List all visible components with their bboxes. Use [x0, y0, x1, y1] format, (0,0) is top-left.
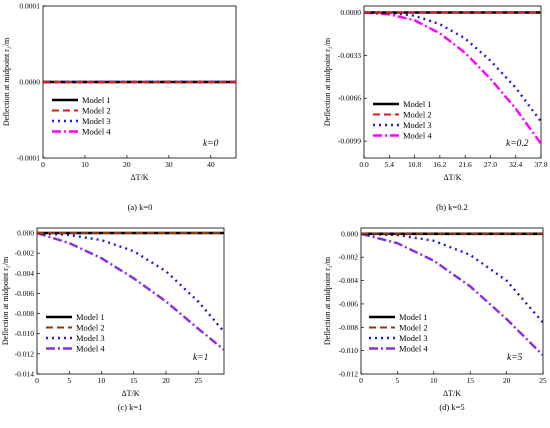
y-axis-label: Deflection at midpoint r₂/m [2, 37, 11, 126]
panel-1: 0.0 5.4 10.8 16.2 21.6 27.0 32.4 37.8 0.0000 -0.0… [323, 5, 548, 212]
y-tick-label: -0.008 [15, 309, 35, 318]
series-line-model-3 [37, 231, 224, 333]
y-tick-label: 0.0000 [19, 78, 40, 87]
y-tick-label: -0.006 [339, 299, 359, 308]
x-tick-label: 20 [503, 376, 511, 385]
k-annotation: k=5 [507, 353, 523, 363]
y-tick-label: -0.010 [15, 329, 35, 338]
legend-label: Model 3 [399, 333, 428, 343]
plot-frame [360, 227, 544, 375]
y-tick-label: -0.012 [15, 349, 35, 358]
x-tick-label: 0.0 [359, 160, 369, 169]
y-tick-label: -0.012 [339, 370, 359, 379]
y-tick-label: -0.008 [339, 323, 359, 332]
legend-label: Model 4 [76, 344, 105, 354]
x-tick-label: 10 [430, 376, 438, 385]
k-annotation: k=1 [193, 353, 208, 363]
x-tick-label: 37.8 [534, 160, 547, 169]
y-tick-label: -0.004 [339, 276, 359, 285]
legend-label: Model 3 [76, 333, 105, 343]
x-tick-label: 25 [539, 376, 547, 385]
panel-caption: (c) k=1 [118, 402, 143, 412]
y-tick-label: -0.0033 [338, 51, 361, 60]
k-annotation: k=0.2 [506, 139, 529, 149]
legend-label: Model 3 [82, 116, 111, 126]
panel-caption: (d) k=5 [439, 402, 464, 412]
x-axis-label: ΔT/K [121, 389, 139, 398]
legend-label: Model 4 [82, 127, 111, 137]
panel-caption: (a) k=0 [128, 202, 153, 212]
series-line-model-4 [364, 11, 541, 145]
y-tick-label: 0.0000 [340, 8, 361, 17]
panel-caption: (b) k=0.2 [436, 202, 468, 212]
x-tick-label: 20 [123, 160, 131, 169]
legend-label: Model 2 [403, 110, 432, 120]
legend-label: Model 1 [82, 95, 111, 105]
y-tick-label: -0.002 [339, 253, 359, 262]
x-tick-label: 20 [162, 376, 170, 385]
legend-label: Model 2 [82, 106, 111, 116]
x-tick-label: 5 [396, 376, 400, 385]
x-tick-label: 27.0 [484, 160, 497, 169]
legend-label: Model 4 [403, 131, 432, 141]
plot-frame [36, 227, 225, 375]
y-tick-label: -0.002 [15, 249, 35, 258]
x-tick-label: 16.2 [433, 160, 446, 169]
y-axis-label: Deflection at midpoint r₂/m [323, 256, 332, 345]
y-axis-label: Deflection at midpoint r₂/m [323, 37, 332, 126]
y-tick-label: 0.0001 [19, 2, 40, 11]
x-tick-label: 0 [41, 160, 45, 169]
x-tick-label: 0 [359, 376, 363, 385]
y-tick-label: -0.0001 [17, 154, 40, 163]
x-tick-label: 5.4 [385, 160, 395, 169]
y-tick-label: -0.006 [15, 289, 35, 298]
x-tick-label: 10 [81, 160, 89, 169]
x-tick-label: 25 [194, 376, 202, 385]
k-annotation: k=0 [203, 139, 219, 149]
panel-2: 0 5 10 15 20 25 0.000 -0.002 -0.004 -0.006 -0.008 -… [1, 227, 225, 412]
y-axis-label: Deflection at midpoint r₂/m [1, 256, 10, 345]
series-line-model-4 [37, 231, 224, 351]
x-tick-label: 0 [35, 376, 39, 385]
x-axis-label: ΔT/K [130, 173, 148, 182]
y-tick-label: -0.010 [339, 346, 359, 355]
x-tick-label: 32.4 [509, 160, 522, 169]
y-tick-label: -0.0066 [338, 94, 361, 103]
y-tick-label: 0.000 [341, 229, 358, 238]
legend-label: Model 1 [403, 99, 432, 109]
legend-label: Model 4 [399, 344, 428, 354]
x-tick-label: 15 [130, 376, 138, 385]
series-line-model-3 [364, 11, 541, 123]
x-axis-label: ΔT/K [443, 389, 461, 398]
legend-label: Model 2 [76, 323, 105, 333]
x-tick-label: 5 [67, 376, 71, 385]
y-tick-label: -0.014 [15, 370, 35, 379]
x-tick-label: 40 [207, 160, 215, 169]
legend-label: Model 2 [399, 323, 428, 333]
y-tick-label: -0.0099 [338, 137, 361, 146]
legend-label: Model 1 [76, 312, 105, 322]
x-tick-label: 30 [165, 160, 173, 169]
plot-frame [363, 5, 542, 159]
x-tick-label: 21.6 [459, 160, 472, 169]
panel-3: 0 5 10 15 20 25 0.000 -0.002 -0.004 -0.006 -0.008 -… [323, 227, 547, 412]
series-line-model-3 [361, 232, 543, 324]
legend-label: Model 1 [399, 312, 428, 322]
x-tick-label: 10.8 [408, 160, 421, 169]
x-tick-label: 15 [466, 376, 474, 385]
x-tick-label: 10 [98, 376, 106, 385]
y-tick-label: 0.000 [17, 229, 34, 238]
y-tick-label: -0.004 [15, 269, 35, 278]
x-axis-label: ΔT/K [443, 173, 461, 182]
legend-label: Model 3 [403, 120, 432, 130]
